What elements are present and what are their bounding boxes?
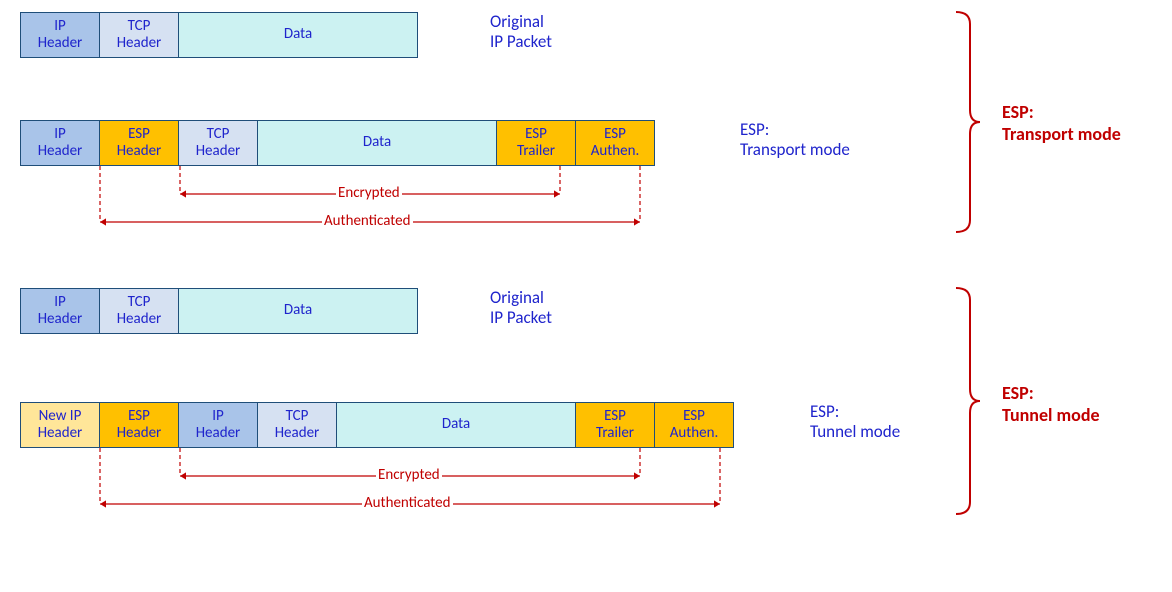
block-esp-hdr: ESP Header	[99, 120, 179, 166]
packet-row-original-1: IP HeaderTCP HeaderData	[20, 12, 418, 58]
caption-original-1: Original IP Packet	[490, 12, 552, 53]
block-esp-trl: ESP Trailer	[575, 402, 655, 448]
block-ip: IP Header	[20, 12, 100, 58]
block-esp-hdr: ESP Header	[99, 402, 179, 448]
block-tcp: TCP Header	[257, 402, 337, 448]
label-encrypted-transport: Encrypted	[336, 184, 402, 202]
block-ip: IP Header	[178, 402, 258, 448]
packet-row-original-2: IP HeaderTCP HeaderData	[20, 288, 418, 334]
block-ip: IP Header	[20, 120, 100, 166]
block-tcp: TCP Header	[178, 120, 258, 166]
block-data: Data	[257, 120, 497, 166]
block-tcp: TCP Header	[99, 12, 179, 58]
caption-transport: ESP: Transport mode	[740, 120, 850, 161]
brace-label-transport: ESP: Transport mode	[1002, 102, 1121, 145]
packet-row-transport: IP HeaderESP HeaderTCP HeaderDataESP Tra…	[20, 120, 655, 166]
block-tcp: TCP Header	[99, 288, 179, 334]
caption-original-2: Original IP Packet	[490, 288, 552, 329]
label-authenticated-tunnel: Authenticated	[362, 494, 453, 512]
packet-row-tunnel: New IP HeaderESP HeaderIP HeaderTCP Head…	[20, 402, 734, 448]
block-esp-auth: ESP Authen.	[575, 120, 655, 166]
block-data: Data	[336, 402, 576, 448]
block-data: Data	[178, 12, 418, 58]
block-ip: IP Header	[20, 288, 100, 334]
label-authenticated-transport: Authenticated	[322, 212, 413, 230]
block-esp-auth: ESP Authen.	[654, 402, 734, 448]
caption-tunnel: ESP: Tunnel mode	[810, 402, 900, 443]
block-newip: New IP Header	[20, 402, 100, 448]
block-data: Data	[178, 288, 418, 334]
block-esp-trl: ESP Trailer	[496, 120, 576, 166]
label-encrypted-tunnel: Encrypted	[376, 466, 442, 484]
brace-label-tunnel: ESP: Tunnel mode	[1002, 383, 1100, 426]
